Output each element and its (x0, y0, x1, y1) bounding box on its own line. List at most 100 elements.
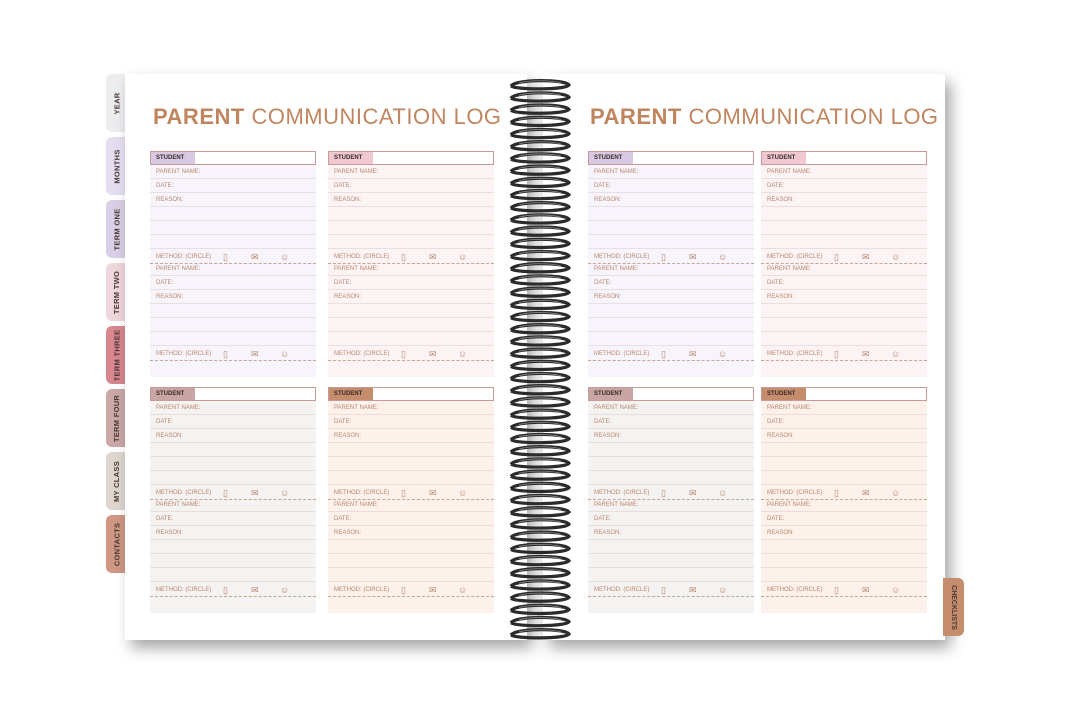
phone-icon[interactable]: ▯ (223, 349, 228, 359)
email-icon[interactable]: ✉ (251, 585, 259, 595)
email-icon[interactable]: ✉ (689, 585, 697, 595)
reason-line[interactable] (761, 208, 927, 221)
reason-line[interactable] (588, 319, 754, 332)
reason-line[interactable] (150, 569, 316, 582)
parent-name-field[interactable]: PARENT NAME: (588, 499, 754, 512)
phone-icon[interactable]: ▯ (401, 488, 406, 498)
reason-line[interactable] (328, 555, 494, 568)
reason-line[interactable] (588, 458, 754, 471)
reason-line[interactable] (328, 305, 494, 318)
email-icon[interactable]: ✉ (689, 349, 697, 359)
phone-icon[interactable]: ▯ (661, 488, 666, 498)
parent-name-field[interactable]: PARENT NAME: (328, 263, 494, 276)
reason-line[interactable] (761, 472, 927, 485)
date-field[interactable]: DATE: (328, 416, 494, 429)
parent-name-field[interactable]: PARENT NAME: (150, 166, 316, 179)
reason-line[interactable] (761, 541, 927, 554)
tab-months[interactable]: MONTHS (106, 137, 128, 195)
student-field[interactable]: STUDENT (761, 151, 927, 165)
reason-line[interactable] (761, 569, 927, 582)
reason-line[interactable] (150, 472, 316, 485)
reason-field[interactable]: REASON: (150, 527, 316, 540)
student-field[interactable]: STUDENT (150, 151, 316, 165)
phone-icon[interactable]: ▯ (834, 252, 839, 262)
date-field[interactable]: DATE: (150, 277, 316, 290)
reason-line[interactable] (328, 458, 494, 471)
reason-field[interactable]: REASON: (761, 430, 927, 443)
email-icon[interactable]: ✉ (862, 488, 870, 498)
reason-field[interactable]: REASON: (761, 194, 927, 207)
tab-checklists[interactable]: CHECKLISTS (943, 578, 964, 636)
phone-icon[interactable]: ▯ (401, 585, 406, 595)
phone-icon[interactable]: ▯ (834, 585, 839, 595)
email-icon[interactable]: ✉ (429, 488, 437, 498)
student-field[interactable]: STUDENT (150, 387, 316, 401)
parent-name-field[interactable]: PARENT NAME: (761, 499, 927, 512)
email-icon[interactable]: ✉ (251, 488, 259, 498)
reason-line[interactable] (588, 222, 754, 235)
parent-name-field[interactable]: PARENT NAME: (150, 263, 316, 276)
tab-term-four[interactable]: TERM FOUR (106, 389, 128, 447)
reason-line[interactable] (328, 333, 494, 346)
phone-icon[interactable]: ▯ (661, 349, 666, 359)
email-icon[interactable]: ✉ (251, 349, 259, 359)
reason-line[interactable] (150, 222, 316, 235)
reason-line[interactable] (150, 458, 316, 471)
tab-year[interactable]: YEAR (106, 74, 128, 132)
date-field[interactable]: DATE: (761, 277, 927, 290)
email-icon[interactable]: ✉ (689, 488, 697, 498)
date-field[interactable]: DATE: (588, 513, 754, 526)
reason-line[interactable] (328, 208, 494, 221)
email-icon[interactable]: ✉ (862, 585, 870, 595)
reason-line[interactable] (588, 569, 754, 582)
phone-icon[interactable]: ▯ (223, 252, 228, 262)
reason-line[interactable] (588, 555, 754, 568)
reason-field[interactable]: REASON: (328, 194, 494, 207)
reason-line[interactable] (328, 236, 494, 249)
phone-icon[interactable]: ▯ (223, 488, 228, 498)
parent-name-field[interactable]: PARENT NAME: (761, 263, 927, 276)
date-field[interactable]: DATE: (761, 513, 927, 526)
email-icon[interactable]: ✉ (251, 252, 259, 262)
reason-field[interactable]: REASON: (328, 291, 494, 304)
date-field[interactable]: DATE: (150, 180, 316, 193)
reason-line[interactable] (328, 444, 494, 457)
student-field[interactable]: STUDENT (588, 151, 754, 165)
person-icon[interactable]: ☺ (458, 252, 468, 262)
reason-field[interactable]: REASON: (588, 527, 754, 540)
person-icon[interactable]: ☺ (280, 252, 290, 262)
reason-line[interactable] (150, 444, 316, 457)
person-icon[interactable]: ☺ (718, 585, 728, 595)
email-icon[interactable]: ✉ (429, 252, 437, 262)
parent-name-field[interactable]: PARENT NAME: (588, 263, 754, 276)
parent-name-field[interactable]: PARENT NAME: (328, 166, 494, 179)
phone-icon[interactable]: ▯ (401, 349, 406, 359)
reason-line[interactable] (588, 208, 754, 221)
date-field[interactable]: DATE: (328, 513, 494, 526)
person-icon[interactable]: ☺ (280, 585, 290, 595)
reason-field[interactable]: REASON: (588, 430, 754, 443)
date-field[interactable]: DATE: (328, 277, 494, 290)
person-icon[interactable]: ☺ (891, 488, 901, 498)
reason-line[interactable] (761, 458, 927, 471)
reason-line[interactable] (588, 472, 754, 485)
email-icon[interactable]: ✉ (689, 252, 697, 262)
student-field[interactable]: STUDENT (328, 387, 494, 401)
person-icon[interactable]: ☺ (280, 488, 290, 498)
parent-name-field[interactable]: PARENT NAME: (150, 499, 316, 512)
date-field[interactable]: DATE: (761, 180, 927, 193)
reason-field[interactable]: REASON: (328, 430, 494, 443)
phone-icon[interactable]: ▯ (834, 488, 839, 498)
person-icon[interactable]: ☺ (458, 349, 468, 359)
parent-name-field[interactable]: PARENT NAME: (761, 402, 927, 415)
reason-line[interactable] (150, 305, 316, 318)
tab-my-class[interactable]: MY CLASS (106, 452, 128, 510)
reason-line[interactable] (150, 236, 316, 249)
reason-line[interactable] (588, 236, 754, 249)
parent-name-field[interactable]: PARENT NAME: (328, 402, 494, 415)
reason-line[interactable] (588, 305, 754, 318)
person-icon[interactable]: ☺ (458, 585, 468, 595)
reason-field[interactable]: REASON: (150, 291, 316, 304)
phone-icon[interactable]: ▯ (661, 585, 666, 595)
student-field[interactable]: STUDENT (328, 151, 494, 165)
